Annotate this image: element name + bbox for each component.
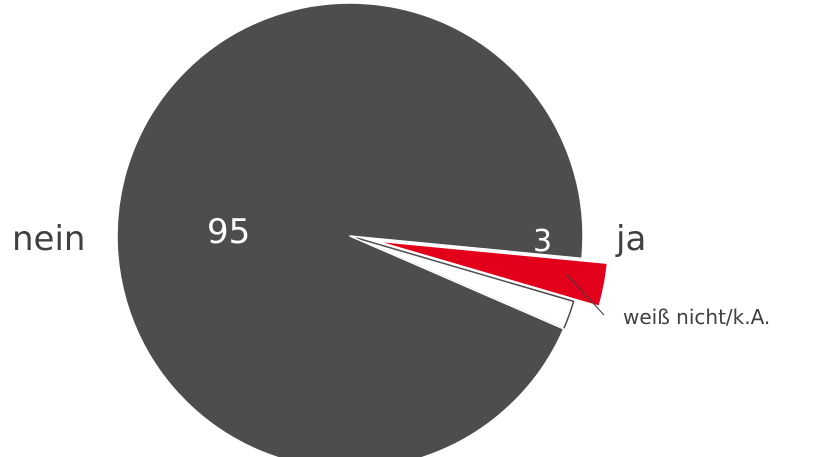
slice-label-nein: nein — [12, 219, 85, 259]
slice-value-nein: 95 — [207, 212, 250, 252]
pie-labels: nein 95 ja 3 weiß nicht/k.A. — [12, 212, 770, 329]
slice-value-ja: 3 — [533, 224, 552, 259]
slice-label-ja: ja — [615, 219, 646, 259]
pie-slice-ja — [374, 240, 609, 308]
pie-slices — [116, 2, 609, 457]
slice-label-weiss-nicht: weiß nicht/k.A. — [623, 305, 770, 329]
leader-line-weiss-nicht — [565, 273, 605, 316]
pie-slice-nein — [116, 2, 584, 457]
